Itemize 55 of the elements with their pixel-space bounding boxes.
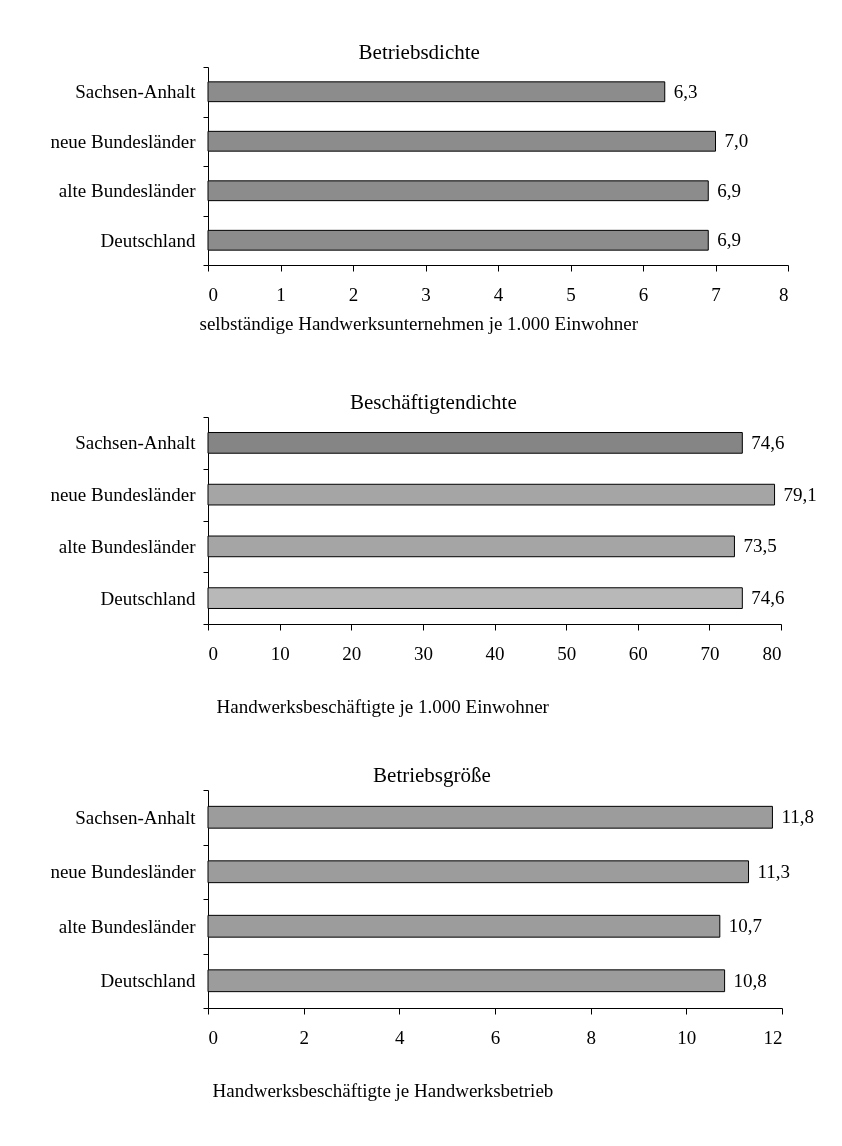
data-label: 11,3 bbox=[757, 860, 791, 882]
y-tick-label: Sachsen-Anhalt bbox=[75, 806, 197, 828]
x-tick-label: 2 bbox=[299, 1026, 309, 1048]
y-tick-label: alte Bundesländer bbox=[58, 915, 197, 937]
x-tick-label: 10 bbox=[677, 1026, 697, 1048]
x-tick-label: 4 bbox=[493, 283, 504, 305]
x-tick-label: 30 bbox=[413, 642, 433, 664]
x-tick-label: 6 bbox=[638, 283, 649, 305]
y-tick-label: neue Bundesländer bbox=[50, 861, 197, 883]
x-tick-label: 5 bbox=[566, 283, 576, 305]
y-tick-label: Deutschland bbox=[100, 587, 196, 609]
y-tick-label: Deutschland bbox=[100, 229, 196, 251]
x-tick-label: 8 bbox=[779, 283, 789, 305]
y-tick-label: Sachsen-Anhalt bbox=[75, 432, 197, 454]
x-tick-label: 0 bbox=[208, 283, 218, 305]
y-tick-label: Deutschland bbox=[100, 970, 196, 992]
x-tick-label: 0 bbox=[208, 642, 218, 664]
x-tick-label: 70 bbox=[700, 642, 720, 664]
x-tick-label: 1 bbox=[276, 283, 286, 305]
y-tick-label: Sachsen-Anhalt bbox=[75, 81, 197, 103]
x-tick-label: 50 bbox=[557, 642, 577, 664]
y-tick-label: alte Bundesländer bbox=[58, 180, 197, 202]
chart-title: Betriebsgröße bbox=[373, 763, 491, 787]
data-label: 73,5 bbox=[743, 535, 777, 557]
data-label: 74,6 bbox=[751, 587, 785, 609]
data-label: 10,7 bbox=[728, 915, 763, 937]
x-tick-label: 80 bbox=[762, 642, 782, 664]
x-tick-label: 6 bbox=[490, 1026, 501, 1048]
x-tick-label: 8 bbox=[586, 1026, 596, 1048]
data-label: 11,8 bbox=[781, 806, 814, 828]
x-tick-label: 40 bbox=[485, 642, 505, 664]
data-label: 7,0 bbox=[724, 130, 749, 152]
x-tick-label: 0 bbox=[208, 1026, 218, 1048]
data-label: 6,9 bbox=[717, 179, 741, 201]
chart-title: Betriebsdichte bbox=[358, 40, 480, 64]
chart-title: Beschäftigtendichte bbox=[349, 390, 517, 414]
x-tick-label: 3 bbox=[421, 283, 431, 305]
x-tick-label: 60 bbox=[628, 642, 648, 664]
x-tick-label: 4 bbox=[395, 1026, 406, 1048]
data-label: 6,9 bbox=[717, 229, 741, 251]
x-axis-title: selbständige Handwerksunternehmen je 1.000 Einwohner bbox=[199, 312, 639, 334]
x-tick-label: 20 bbox=[342, 642, 362, 664]
x-axis-title: Handwerksbeschäftigte je Handwerksbetrieb bbox=[212, 1079, 554, 1101]
y-tick-label: alte Bundesländer bbox=[58, 535, 197, 557]
data-label: 10,8 bbox=[733, 969, 767, 991]
x-axis-title: Handwerksbeschäftigte je 1.000 Einwohner bbox=[216, 695, 550, 717]
x-tick-label: 2 bbox=[348, 283, 359, 305]
data-label: 6,3 bbox=[673, 80, 698, 102]
x-tick-label: 10 bbox=[270, 642, 290, 664]
data-label: 79,1 bbox=[783, 483, 817, 505]
y-tick-label: neue Bundesländer bbox=[50, 484, 197, 506]
data-label: 74,6 bbox=[751, 431, 785, 453]
y-tick-label: neue Bundesländer bbox=[50, 130, 197, 152]
x-tick-label: 7 bbox=[711, 283, 721, 305]
x-tick-label: 12 bbox=[763, 1026, 783, 1048]
